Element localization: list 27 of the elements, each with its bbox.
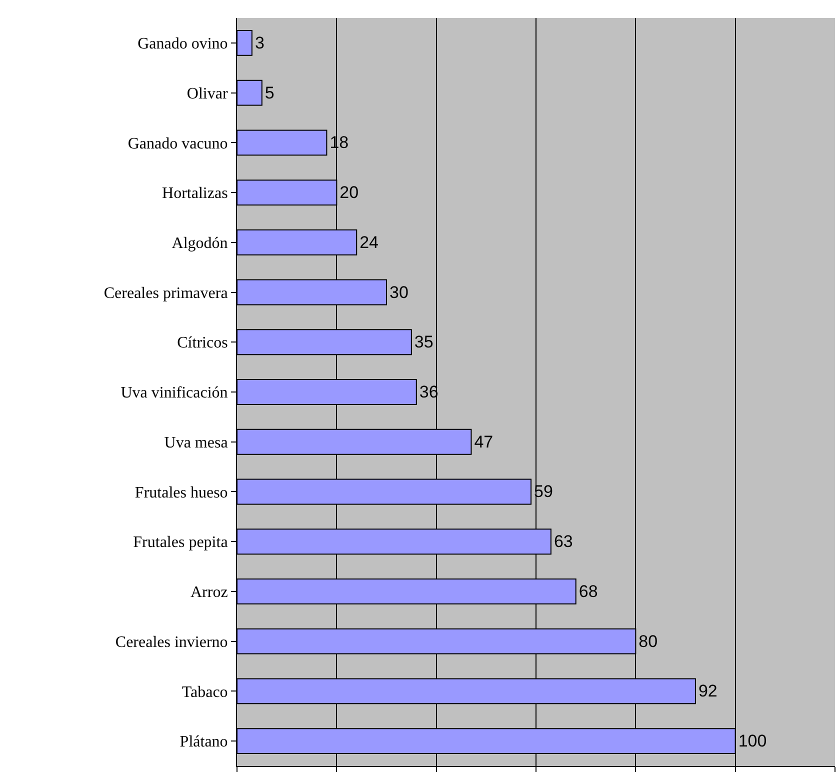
y-tick-label: Cereales primavera [104, 284, 228, 302]
y-tick-label: Frutales hueso [134, 484, 228, 502]
data-label: 3 [254, 33, 264, 52]
data-label: 24 [360, 232, 379, 252]
data-label: 5 [264, 83, 274, 102]
y-tick-label: Algodón [172, 235, 228, 252]
y-tick-label: Hortalizas [162, 185, 228, 202]
data-label: 30 [390, 282, 408, 302]
data-label: 92 [698, 682, 718, 701]
data-label: 47 [474, 432, 494, 452]
data-label: 20 [340, 183, 359, 202]
y-tick-label: Cítricos [177, 334, 228, 352]
y-tick-label: Ganado ovino [138, 36, 228, 53]
y-tick-label: Cereales invierno [115, 634, 228, 651]
y-tick-label: Tabaco [182, 684, 228, 701]
y-tick-label: Arroz [190, 584, 228, 602]
y-tick-label: Frutales pepita [133, 534, 228, 552]
data-label: 63 [554, 532, 573, 552]
data-label: 100 [738, 732, 767, 751]
y-tick-label: Uva mesa [164, 434, 228, 452]
data-label: 80 [638, 632, 658, 651]
y-tick-label: Plátano [180, 734, 228, 751]
y-tick-label: Ganado vacuno [128, 135, 228, 152]
data-label: 35 [414, 332, 434, 352]
data-label: 68 [578, 582, 598, 601]
y-tick-label: Uva vinificación [120, 384, 228, 402]
y-tick-label: Olivar [186, 85, 228, 102]
